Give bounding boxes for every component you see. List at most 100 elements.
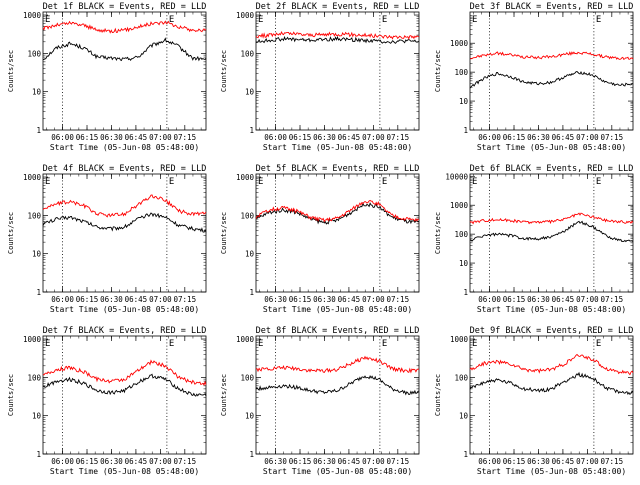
x-tick-label: 06:45 xyxy=(125,295,148,304)
corner-letter-right: E xyxy=(382,15,387,25)
x-tick-label: 07:15 xyxy=(387,133,410,142)
y-tick-label: 10 xyxy=(32,250,42,259)
x-axis-label: Start Time (05-Jun-08 05:48:00) xyxy=(50,467,199,476)
y-tick-label: 1000 xyxy=(450,201,469,210)
y-axis-label: Counts/sec xyxy=(220,50,228,92)
chart-panel-5: Det 5f BLACK = Events, RED = LLD Counts/s… xyxy=(220,164,420,314)
chart-title: Det 2f BLACK = Events, RED = LLD xyxy=(256,2,420,12)
y-tick-label: 10 xyxy=(245,412,255,421)
x-tick-label: 07:15 xyxy=(174,457,197,466)
x-tick-label: 06:15 xyxy=(289,295,312,304)
y-tick-label: 1 xyxy=(249,126,254,135)
series-line-events xyxy=(255,35,420,44)
chart-title: Det 4f BLACK = Events, RED = LLD xyxy=(43,164,207,174)
chart-title: Det 7f BLACK = Events, RED = LLD xyxy=(43,326,207,336)
plot-frame xyxy=(255,11,420,131)
corner-letter-left: E xyxy=(258,15,263,25)
y-tick-label: 1 xyxy=(36,288,41,297)
y-tick-label: 1 xyxy=(463,288,468,297)
x-tick-label: 06:00 xyxy=(264,133,287,142)
y-tick-label: 100 xyxy=(454,230,468,239)
corner-letter-right: E xyxy=(382,339,387,349)
y-tick-label: 10 xyxy=(459,97,469,106)
y-tick-label: 10 xyxy=(32,88,42,97)
y-axis-label: Counts/sec xyxy=(7,212,15,254)
corner-letter-right: E xyxy=(169,339,174,349)
x-tick-label: 06:45 xyxy=(552,457,575,466)
chart-panel-2: Det 2f BLACK = Events, RED = LLD Counts/s… xyxy=(220,2,420,152)
series-line-events xyxy=(255,375,420,396)
x-axis-label: Start Time (05-Jun-08 05:48:00) xyxy=(477,305,626,314)
x-tick-label: 06:30 xyxy=(100,133,123,142)
series-line-lld xyxy=(42,359,207,387)
series-line-lld xyxy=(255,199,420,223)
x-tick-label: 06:15 xyxy=(289,133,312,142)
corner-letter-right: E xyxy=(596,339,601,349)
corner-letter-left: E xyxy=(45,15,50,25)
x-tick-label: 07:00 xyxy=(149,295,172,304)
x-axis-label: Start Time (05-Jun-08 05:48:00) xyxy=(477,143,626,152)
x-tick-label: 06:00 xyxy=(478,457,501,466)
x-tick-label: 07:00 xyxy=(149,133,172,142)
plot-frame xyxy=(469,173,634,293)
y-tick-label: 1000 xyxy=(23,11,42,20)
corner-letter-left: E xyxy=(258,177,263,187)
corner-letter-right: E xyxy=(169,177,174,187)
chart-panel-8: Det 8f BLACK = Events, RED = LLD Counts/s… xyxy=(220,326,420,476)
y-tick-label: 10 xyxy=(459,259,469,268)
x-tick-label: 06:15 xyxy=(503,457,526,466)
x-tick-label: 06:15 xyxy=(76,457,99,466)
x-tick-label: 06:00 xyxy=(478,295,501,304)
x-tick-label: 06:30 xyxy=(313,133,336,142)
series-line-events xyxy=(469,220,634,243)
x-tick-label: 06:15 xyxy=(76,133,99,142)
y-tick-label: 1000 xyxy=(236,11,255,20)
x-tick-label: 06:45 xyxy=(552,133,575,142)
x-tick-label: 07:00 xyxy=(576,295,599,304)
x-tick-label: 07:15 xyxy=(387,295,410,304)
series-line-events xyxy=(255,202,420,225)
x-tick-label: 06:15 xyxy=(76,295,99,304)
x-tick-label: 07:00 xyxy=(362,295,385,304)
x-tick-label: 06:00 xyxy=(51,295,74,304)
x-tick-label: 06:30 xyxy=(313,457,336,466)
corner-letter-right: E xyxy=(382,177,387,187)
x-tick-label: 07:00 xyxy=(576,133,599,142)
plot-frame xyxy=(42,11,207,131)
plot-frame xyxy=(255,335,420,455)
x-tick-label: 07:00 xyxy=(576,457,599,466)
x-tick-label: 06:15 xyxy=(503,295,526,304)
y-axis-label: Counts/sec xyxy=(220,374,228,416)
x-axis-label: Start Time (05-Jun-08 05:48:00) xyxy=(50,143,199,152)
corner-letter-left: E xyxy=(472,177,477,187)
x-tick-label: 07:15 xyxy=(601,457,624,466)
series-line-events xyxy=(469,371,634,396)
x-tick-label: 07:15 xyxy=(601,295,624,304)
x-tick-label: 06:45 xyxy=(125,457,148,466)
plot-frame xyxy=(42,173,207,293)
x-tick-label: 06:30 xyxy=(100,295,123,304)
chart-panel-9: Det 9f BLACK = Events, RED = LLD Counts/s… xyxy=(434,326,634,476)
y-tick-label: 1 xyxy=(36,126,41,135)
plot-frame xyxy=(469,335,634,455)
series-line-lld xyxy=(469,353,634,376)
x-tick-label: 06:30 xyxy=(100,457,123,466)
corner-letter-left: E xyxy=(45,339,50,349)
plot-frame xyxy=(255,173,420,293)
chart-title: Det 5f BLACK = Events, RED = LLD xyxy=(256,164,420,174)
y-tick-label: 1 xyxy=(249,288,254,297)
y-tick-label: 100 xyxy=(27,49,41,58)
corner-letter-right: E xyxy=(596,177,601,187)
x-tick-label: 06:00 xyxy=(478,133,501,142)
chart-title: Det 1f BLACK = Events, RED = LLD xyxy=(43,2,207,12)
x-tick-label: 06:30 xyxy=(527,133,550,142)
series-line-lld xyxy=(256,355,420,374)
y-tick-label: 100 xyxy=(454,373,468,382)
series-line-events xyxy=(42,373,207,397)
y-tick-label: 100 xyxy=(240,373,254,382)
y-tick-label: 1 xyxy=(249,450,254,459)
x-tick-label: 07:15 xyxy=(174,133,197,142)
chart-title: Det 8f BLACK = Events, RED = LLD xyxy=(256,326,420,336)
y-tick-label: 10 xyxy=(245,250,255,259)
